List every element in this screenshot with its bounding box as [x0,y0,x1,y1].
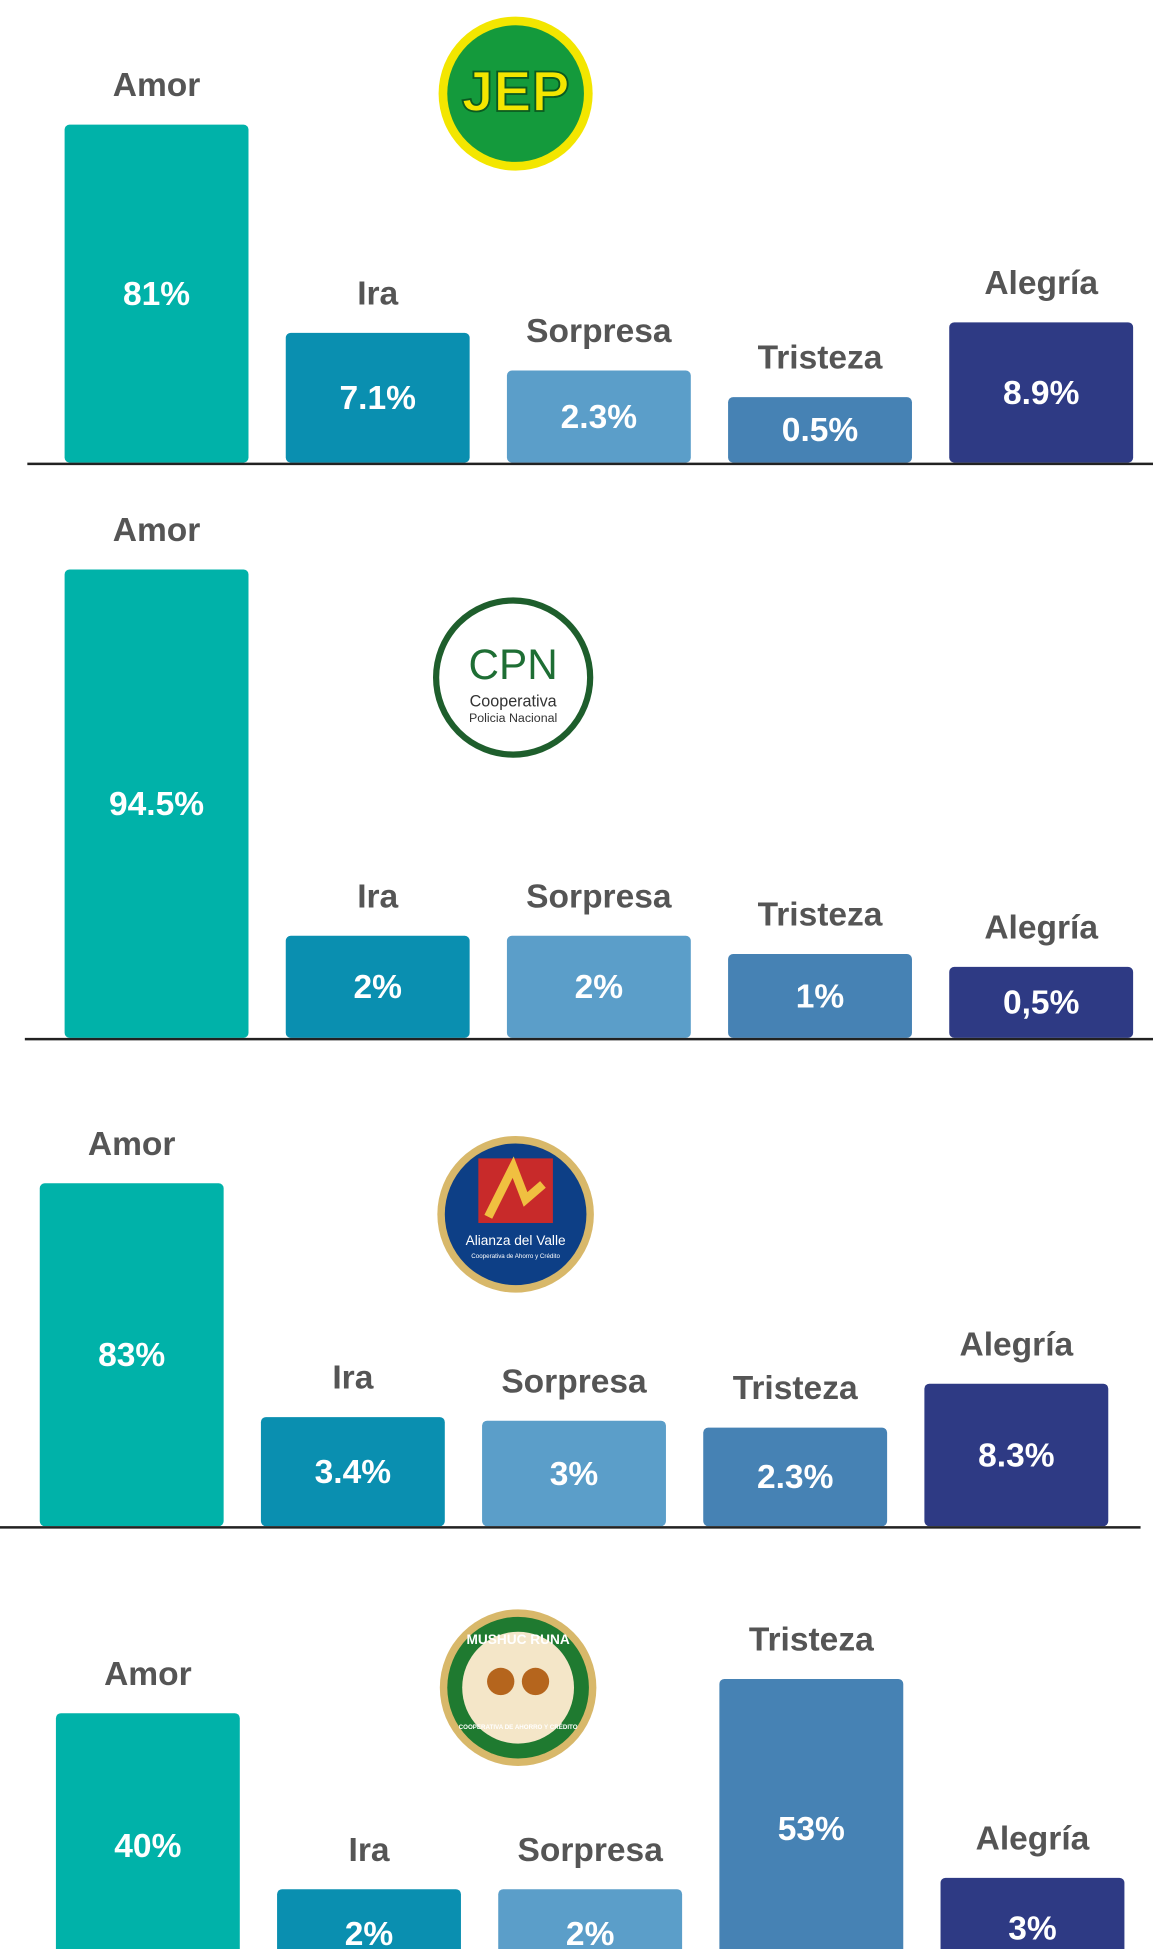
value-label: 7.1% [339,380,415,417]
bar [285,935,470,1038]
bar [949,966,1134,1038]
category-label: Ira [357,275,398,312]
bar [940,1877,1125,1949]
logo-text: MUSHUC RUNA [467,1632,570,1647]
bar [64,569,249,1038]
logo-disc [432,597,594,758]
bar [260,1417,445,1527]
category-label: Sorpresa [501,1363,647,1400]
logo-figure [487,1667,515,1696]
category-label: Tristeza [733,1370,858,1407]
bar [506,935,691,1038]
bar [39,1183,224,1527]
bar [728,954,912,1038]
category-label: Alegría [959,1326,1073,1363]
value-label: 1% [796,978,844,1015]
category-label: Amor [88,1126,176,1163]
category-label: Sorpresa [517,1832,663,1869]
bar [719,1678,904,1949]
value-label: 2% [345,1916,393,1949]
value-label: 2% [575,969,623,1006]
bar [277,1889,461,1949]
category-label: Alegría [984,910,1098,947]
category-label: Tristeza [758,897,883,934]
value-label: 40% [114,1828,181,1865]
bar [949,322,1134,463]
logo-text: Cooperativa [470,693,557,711]
value-label: 3.4% [315,1454,391,1491]
category-label: Alegría [976,1820,1090,1857]
category-label: Ira [332,1360,373,1397]
value-label: 0.5% [782,412,858,449]
logo-disc [462,1631,575,1744]
value-label: 2.3% [561,399,637,436]
logo: MUSHUC RUNA COOPERATIVA DE AHORRO Y CRÉDI… [439,1609,597,1766]
category-label: Sorpresa [526,313,672,350]
value-label: 8.9% [1003,375,1079,412]
logo-figure [521,1667,550,1696]
category-label: Amor [104,1656,192,1693]
category-label: Alegría [984,265,1098,302]
value-label: 2% [566,1916,614,1949]
logo-emblem [484,1156,546,1219]
logo-text: CPN [469,641,558,688]
category-label: Tristeza [758,340,883,377]
value-label: 3% [550,1456,598,1493]
logo-disc [447,25,584,162]
category-label: Sorpresa [526,878,672,915]
value-label: 2.3% [757,1459,833,1496]
logo-text: COOPERATIVA DE AHORRO Y CRÉDITO [459,1723,578,1731]
value-label: 94.5% [109,786,204,823]
logo: JEP [438,16,593,171]
category-label: Amor [113,512,201,549]
value-label: 0,5% [1003,985,1079,1022]
bar [703,1427,888,1527]
category-label: Ira [349,1832,390,1869]
value-label: 2% [353,969,401,1006]
logo-text: JEP [462,60,570,124]
category-label: Amor [113,67,201,104]
logo-text: Policia Nacional [469,711,557,725]
category-label: Tristeza [749,1622,874,1659]
bar [498,1889,683,1949]
bar [55,1713,240,1949]
value-label: 83% [98,1337,165,1374]
bar [924,1383,1109,1527]
bar [64,124,249,463]
bar [482,1420,666,1527]
category-label: Ira [357,878,398,915]
logo-text: Alianza del Valle [466,1233,566,1248]
value-label: 3% [1008,1910,1056,1947]
bar [728,397,912,463]
value-label: 53% [778,1811,845,1848]
value-label: 81% [123,276,190,313]
value-label: 8.3% [978,1437,1054,1474]
logo: Alianza del Valle Cooperativa de Ahorro y… [437,1136,594,1293]
bar [285,332,470,463]
bar [506,370,691,463]
logo-text: Cooperativa de Ahorro y Crédito [471,1253,560,1260]
